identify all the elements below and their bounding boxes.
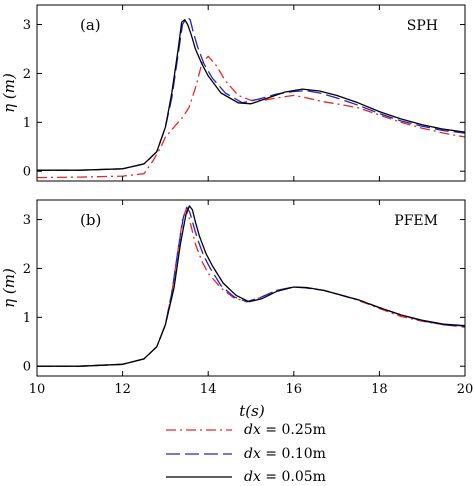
y-tick-label: 0 bbox=[23, 360, 31, 375]
y-axis-label: η (m) bbox=[0, 73, 18, 113]
legend-label: dx = 0.25m bbox=[244, 422, 326, 438]
panel-a-chart: 0 1 2 3 η (m) (a) SPH bbox=[0, 4, 466, 182]
series-line-1 bbox=[37, 55, 465, 179]
legend-label: dx = 0.10m bbox=[244, 446, 326, 462]
series-line-3 bbox=[37, 205, 465, 367]
y-tick-label: 1 bbox=[23, 311, 31, 326]
method-label: SPH bbox=[407, 18, 438, 34]
x-tick-label: 16 bbox=[286, 382, 303, 397]
panel-label: (b) bbox=[80, 211, 101, 229]
x-tick-label: 18 bbox=[371, 382, 388, 397]
panel-label: (a) bbox=[80, 16, 101, 34]
y-tick-label: 3 bbox=[23, 213, 31, 228]
x-tick-label: 20 bbox=[457, 382, 474, 397]
x-tick-label: 10 bbox=[29, 382, 46, 397]
method-label: PFEM bbox=[394, 213, 438, 229]
series-line-3 bbox=[37, 19, 465, 171]
y-tick-label: 2 bbox=[23, 262, 31, 277]
legend: dx = 0.25m dx = 0.10m dx = 0.05m bbox=[166, 422, 326, 485]
x-tick-label: 12 bbox=[114, 382, 131, 397]
plot-frame bbox=[36, 199, 466, 377]
legend-label: dx = 0.05m bbox=[244, 469, 326, 485]
y-tick-label: 1 bbox=[23, 116, 31, 131]
y-tick-label: 2 bbox=[23, 67, 31, 82]
plot-frame bbox=[36, 4, 466, 182]
series-line-2 bbox=[37, 206, 465, 367]
x-tick-label: 14 bbox=[200, 382, 217, 397]
series-line-1 bbox=[37, 209, 465, 367]
series-line-2 bbox=[37, 16, 465, 171]
y-axis-label: η (m) bbox=[0, 268, 18, 308]
x-axis-label: t(s) bbox=[239, 402, 265, 420]
y-tick-label: 3 bbox=[23, 18, 31, 33]
y-tick-label: 0 bbox=[23, 165, 31, 180]
